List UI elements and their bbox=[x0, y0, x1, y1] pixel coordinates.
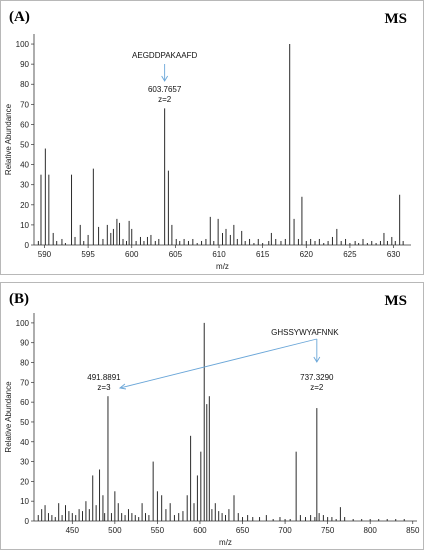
x-axis-title: m/z bbox=[216, 262, 229, 271]
x-tick-label: 550 bbox=[151, 526, 165, 535]
annotation-arrowhead bbox=[161, 75, 169, 82]
panel-b: (B) MS 0 10 20 30 40 50 60 70 80 90 100 450 500 550 60… bbox=[0, 282, 424, 550]
x-tick-label: 605 bbox=[169, 250, 183, 259]
y-tick-label: 70 bbox=[20, 100, 29, 109]
peptide-sequence-label: AEGDDPAKAAFD bbox=[132, 51, 197, 60]
peak-mass-label: 491.8891 bbox=[87, 373, 121, 382]
x-tick-label: 600 bbox=[125, 250, 139, 259]
y-tick-label: 50 bbox=[20, 141, 29, 150]
y-tick-label: 40 bbox=[20, 161, 29, 170]
y-tick-label: 10 bbox=[20, 497, 29, 506]
y-tick-label: 10 bbox=[20, 221, 29, 230]
y-tick-label: 0 bbox=[25, 241, 30, 250]
x-tick-label: 750 bbox=[321, 526, 335, 535]
peak-charge-label: z=2 bbox=[310, 383, 324, 392]
y-tick-label: 50 bbox=[20, 418, 29, 427]
x-tick-label: 620 bbox=[300, 250, 314, 259]
x-tick-label: 615 bbox=[256, 250, 270, 259]
y-tick-label: 20 bbox=[20, 477, 29, 486]
peak-mass-label: 603.7657 bbox=[148, 85, 182, 94]
y-axis-title: Relative Abundance bbox=[4, 103, 13, 175]
x-tick-label: 610 bbox=[212, 250, 226, 259]
peak-charge-label: z=3 bbox=[97, 383, 111, 392]
y-tick-label: 30 bbox=[20, 458, 29, 467]
y-tick-label: 40 bbox=[20, 438, 29, 447]
x-tick-label: 625 bbox=[343, 250, 357, 259]
x-tick-label: 600 bbox=[193, 526, 207, 535]
peak-charge-label: z=2 bbox=[158, 95, 172, 104]
y-axis-title: Relative Abundance bbox=[4, 381, 13, 453]
x-tick-label: 850 bbox=[406, 526, 420, 535]
y-tick-label: 30 bbox=[20, 181, 29, 190]
x-axis-title: m/z bbox=[219, 538, 232, 547]
panel-a: (A) MS 0 10 20 30 40 50 60 70 80 90 100 590 595 600 60… bbox=[0, 0, 424, 275]
x-tick-label: 500 bbox=[108, 526, 122, 535]
annotation-arrowhead bbox=[313, 356, 321, 363]
y-tick-label: 100 bbox=[16, 319, 30, 328]
panel-a-ms-label: MS bbox=[384, 11, 408, 27]
y-tick-label: 0 bbox=[25, 517, 30, 526]
y-tick-label: 70 bbox=[20, 378, 29, 387]
y-tick-label: 20 bbox=[20, 201, 29, 210]
y-tick-label: 60 bbox=[20, 398, 29, 407]
x-tick-label: 800 bbox=[364, 526, 378, 535]
chart-b: 0 10 20 30 40 50 60 70 80 90 100 450 500 550 600 650 700… bbox=[4, 313, 420, 547]
y-tick-label: 80 bbox=[20, 359, 29, 368]
panel-b-ms-label: MS bbox=[384, 293, 408, 309]
y-tick-label: 80 bbox=[20, 80, 29, 89]
x-tick-label: 630 bbox=[387, 250, 401, 259]
peptide-sequence-label: GHSSYWYAFNNK bbox=[271, 328, 339, 337]
annotation-arrowhead bbox=[118, 383, 127, 390]
panel-b-label: (B) bbox=[9, 291, 29, 307]
annotation-arrow bbox=[119, 338, 317, 389]
y-tick-label: 100 bbox=[16, 40, 30, 49]
chart-a: 0 10 20 30 40 50 60 70 80 90 100 590 595 600 605 610 615… bbox=[4, 34, 411, 271]
y-tick-label: 90 bbox=[20, 339, 29, 348]
x-tick-label: 650 bbox=[236, 526, 250, 535]
x-tick-label: 595 bbox=[81, 250, 95, 259]
y-tick-label: 60 bbox=[20, 120, 29, 129]
x-tick-label: 700 bbox=[278, 526, 292, 535]
x-tick-label: 450 bbox=[66, 526, 80, 535]
x-tick-label: 590 bbox=[38, 250, 52, 259]
y-tick-label: 90 bbox=[20, 60, 29, 69]
peak-mass-label: 737.3290 bbox=[300, 373, 334, 382]
panel-a-label: (A) bbox=[9, 9, 30, 25]
